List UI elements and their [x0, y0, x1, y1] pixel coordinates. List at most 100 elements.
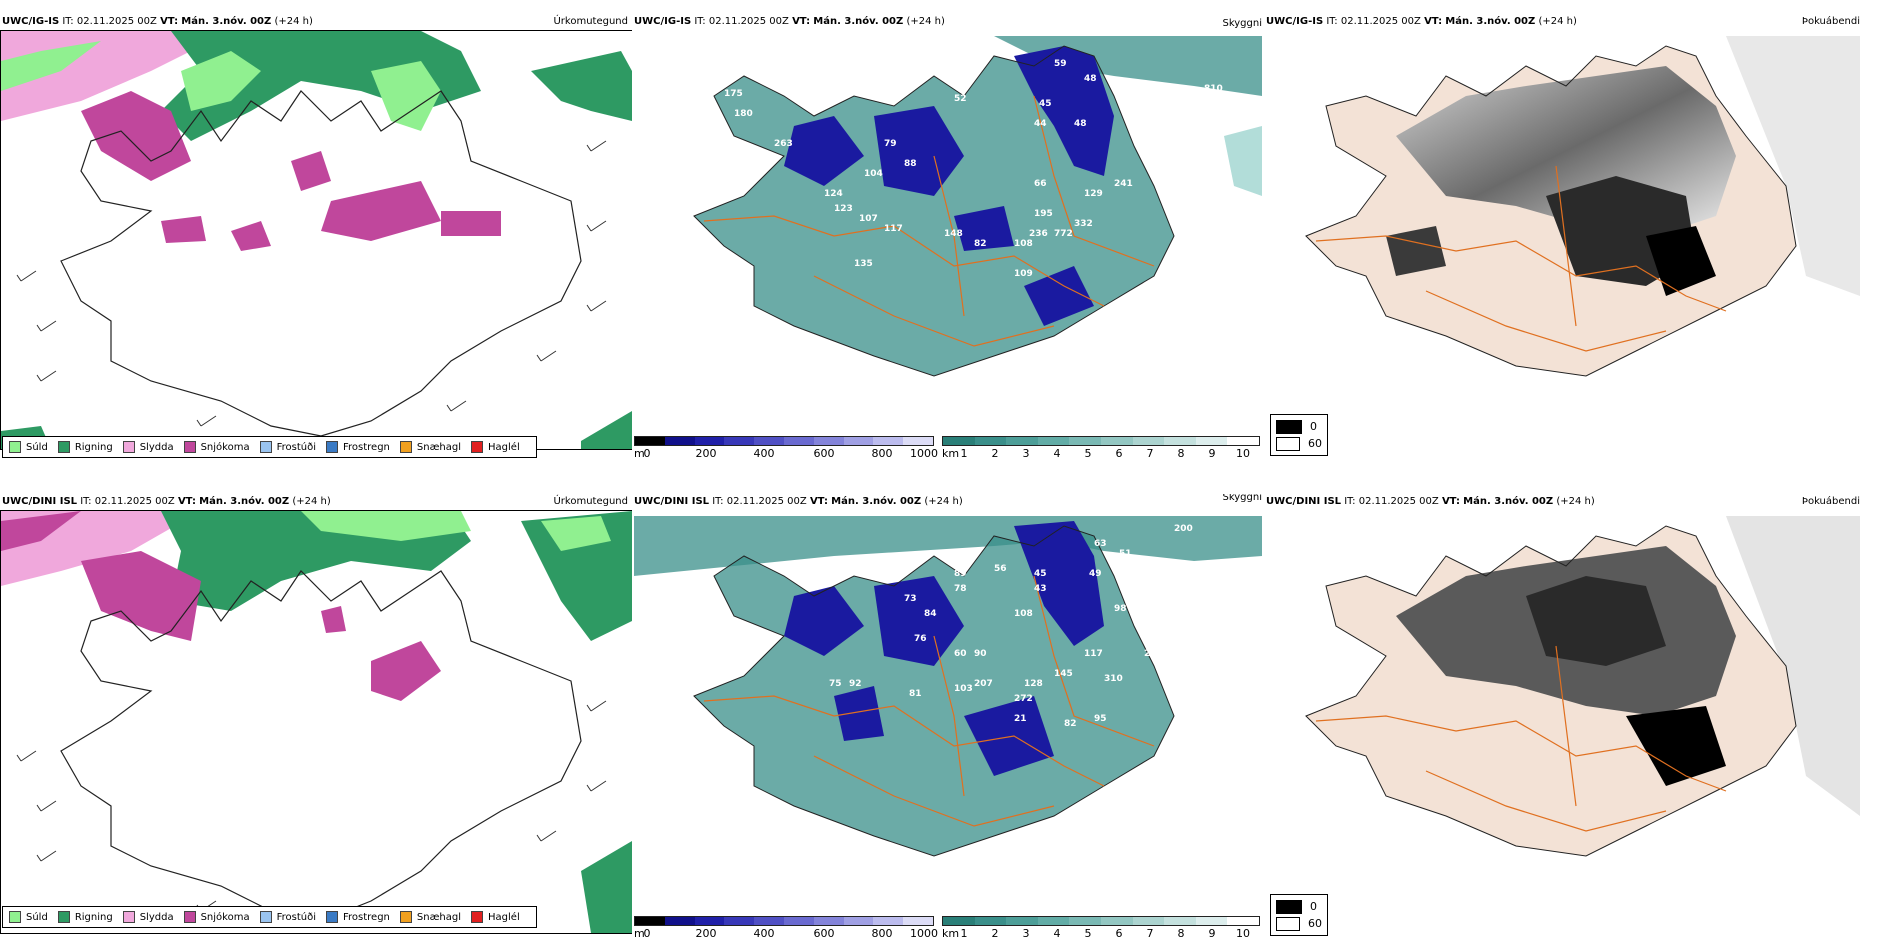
legend-item: Snæhagl [399, 911, 461, 923]
vis-value-label: 73 [904, 594, 917, 604]
model-name: UWC/IG-IS [634, 16, 692, 27]
legend-item: Rigning [57, 441, 113, 453]
vis-value-label: 180 [734, 109, 753, 119]
precip-panel-ig: UWC/IG-IS IT: 02.11.2025 00Z VT: Mán. 3.… [0, 14, 632, 462]
colorbar-ticks: m 0 200 400 600 800 1000 [634, 926, 938, 940]
legend-item: Snjókoma [183, 441, 250, 453]
vis-value-label: 129 [1084, 189, 1103, 199]
tick: 6 [1115, 927, 1123, 940]
it-label: IT: [1326, 16, 1338, 27]
lead-time: (+24 h) [292, 496, 331, 507]
vis-value-label: 52 [954, 94, 967, 104]
vis-value-label: 135 [854, 259, 873, 269]
tick: 600 [813, 447, 835, 460]
vis-value-label: 44 [1034, 119, 1047, 129]
tick: 200 [695, 447, 717, 460]
it-label: IT: [80, 496, 92, 507]
vt-value: Mán. 3.nóv. 00Z [1445, 16, 1536, 27]
colorbar-ticks: km 1 2 3 4 5 6 7 8 9 10 [942, 926, 1260, 940]
precip-legend: Súld Rigning Slydda Snjókoma Frostúði Fr… [2, 906, 537, 928]
vis-value-label: 148 [944, 229, 963, 239]
vis-value-label: 332 [1074, 219, 1093, 229]
fog-panel-ig: UWC/IG-IS IT: 02.11.2025 00Z VT: Mán. 3.… [1264, 14, 1900, 462]
tick: 6 [1115, 447, 1123, 460]
model-name: UWC/IG-IS [2, 16, 60, 27]
tick: 800 [871, 447, 893, 460]
it-label: IT: [712, 496, 724, 507]
legend-item: Frostregn [326, 911, 390, 923]
vis-value-label: 290 [1144, 649, 1163, 659]
vis-colorbar-km: km 1 2 3 4 5 6 7 8 9 10 [942, 916, 1260, 940]
legend-item: Haglél [471, 441, 520, 453]
vis-value-label: 107 [859, 214, 878, 224]
vis-value-label: 82 [1064, 719, 1077, 729]
panel-header: UWC/IG-IS IT: 02.11.2025 00Z VT: Mán. 3.… [634, 14, 945, 30]
fog-legend-item: 0 [1276, 898, 1322, 915]
fog-title: Þokuábendi [1801, 16, 1860, 27]
vis-value-label: 103 [954, 684, 973, 694]
tick: 9 [1208, 927, 1216, 940]
it-label: IT: [62, 16, 74, 27]
tick: 2 [991, 447, 999, 460]
vis-value-label: 98 [1114, 604, 1127, 614]
vis-value-label: 49 [1089, 569, 1102, 579]
fog-map [1266, 516, 1860, 911]
tick: 1000 [910, 927, 938, 940]
legend-item: Súld [9, 911, 48, 923]
fog-legend: 0 60 [1270, 414, 1328, 456]
vis-value-label: 310 [1104, 674, 1123, 684]
vis-value-label: 810 [1204, 84, 1223, 94]
unit-label: km [942, 927, 960, 940]
tick: 10 [1236, 447, 1250, 460]
tick: 600 [813, 927, 835, 940]
it-value: 02.11.2025 00Z [94, 496, 175, 507]
vt-label: VT: [1424, 16, 1443, 27]
colorbar-ticks: km 1 2 3 4 5 6 7 8 9 10 [942, 446, 1260, 460]
vt-label: VT: [792, 16, 811, 27]
vt-value: Mán. 3.nóv. 00Z [813, 16, 904, 27]
vis-value-label: 117 [1084, 649, 1103, 659]
vis-colorbar-m: m 0 200 400 600 800 1000 [634, 916, 938, 940]
lead-time: (+24 h) [1556, 496, 1595, 507]
legend-item: Slydda [122, 911, 174, 923]
vis-value-label: 272 [1014, 694, 1033, 704]
lead-time: (+24 h) [924, 496, 963, 507]
vis-value-label: 84 [924, 609, 937, 619]
vis-value-label: 117 [884, 224, 903, 234]
precip-panel-dini: UWC/DINI ISL IT: 02.11.2025 00Z VT: Mán.… [0, 494, 632, 946]
tick: 1 [960, 927, 968, 940]
tick: 7 [1146, 927, 1154, 940]
model-name: UWC/IG-IS [1266, 16, 1324, 27]
model-name: UWC/DINI ISL [634, 496, 710, 507]
unit-label: m [634, 927, 645, 940]
vis-value-label: 128 [1024, 679, 1043, 689]
vis-value-label: 82 [974, 239, 987, 249]
tick: 8 [1177, 927, 1185, 940]
lead-time: (+24 h) [274, 16, 313, 27]
unit-label: m [634, 447, 645, 460]
vis-value-label: 195 [1034, 209, 1053, 219]
precip-map [0, 30, 632, 450]
tick: 3 [1022, 447, 1030, 460]
tick: 1 [960, 447, 968, 460]
tick: 8 [1177, 447, 1185, 460]
vis-value-label: 104 [864, 169, 883, 179]
model-name: UWC/DINI ISL [1266, 496, 1342, 507]
precip-title: Úrkomutegund [553, 16, 628, 27]
vt-value: Mán. 3.nóv. 00Z [181, 16, 272, 27]
vis-colorbar-km: km 1 2 3 4 5 6 7 8 9 10 [942, 436, 1260, 460]
tick: 0 [643, 447, 651, 460]
vis-value-label: 48 [1084, 74, 1097, 84]
vt-value: Mán. 3.nóv. 00Z [199, 496, 290, 507]
tick: 1000 [910, 447, 938, 460]
tick: 3 [1022, 927, 1030, 940]
vis-value-label: 58 [694, 709, 707, 719]
it-label: IT: [694, 16, 706, 27]
legend-item: Slydda [122, 441, 174, 453]
visibility-map: 200 63 51 49 98 45 43 89 78 56 73 84 76 108 60 90 117 145… [634, 516, 1262, 911]
colorbar-cells [634, 436, 934, 446]
vis-value-label: 60 [954, 649, 967, 659]
vis-value-label: 92 [849, 679, 862, 689]
vis-value-label: 200 [1174, 524, 1193, 534]
visibility-panel-dini: UWC/DINI ISL IT: 02.11.2025 00Z VT: Mán.… [632, 494, 1264, 946]
